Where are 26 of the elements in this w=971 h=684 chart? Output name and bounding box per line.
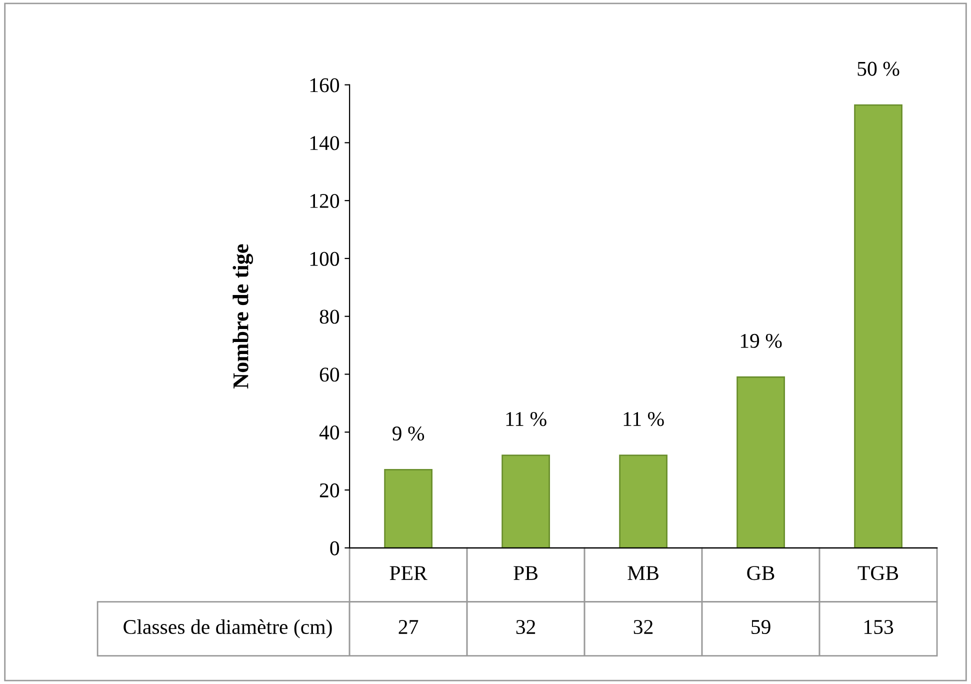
data-label: 32 bbox=[516, 620, 536, 634]
y-tick-label: 0 bbox=[330, 541, 340, 556]
annotation: 19 % bbox=[740, 334, 782, 348]
y-tick-label: 120 bbox=[310, 194, 340, 208]
data-label: 32 bbox=[634, 620, 653, 634]
x-tick-label: PB bbox=[514, 566, 538, 580]
annotation: 11 % bbox=[506, 412, 546, 426]
y-tick-label: 140 bbox=[310, 136, 340, 150]
data-label: 153 bbox=[864, 620, 894, 634]
y-tick-label: 40 bbox=[319, 425, 340, 440]
y-tick-label: 80 bbox=[320, 310, 340, 324]
y-tick-label: 20 bbox=[320, 483, 340, 498]
y-tick-label: 60 bbox=[320, 368, 340, 382]
annotation: 50 % bbox=[858, 62, 900, 76]
x-tick-label: TGB bbox=[858, 566, 898, 580]
y-axis-title: Nombre de tige bbox=[232, 244, 254, 389]
x-axis-title: Classes de diamètre (cm) bbox=[124, 619, 332, 638]
annotation: 9 % bbox=[392, 426, 424, 441]
x-tick-label: PER bbox=[390, 566, 428, 580]
x-tick-label: MB bbox=[628, 566, 658, 580]
y-tick-label: 100 bbox=[310, 252, 340, 266]
x-tick-label: GB bbox=[747, 566, 774, 580]
y-tick-label: 160 bbox=[310, 78, 340, 92]
data-label: 59 bbox=[752, 620, 770, 634]
annotation: 11 % bbox=[624, 412, 664, 426]
data-label: 27 bbox=[398, 620, 418, 634]
